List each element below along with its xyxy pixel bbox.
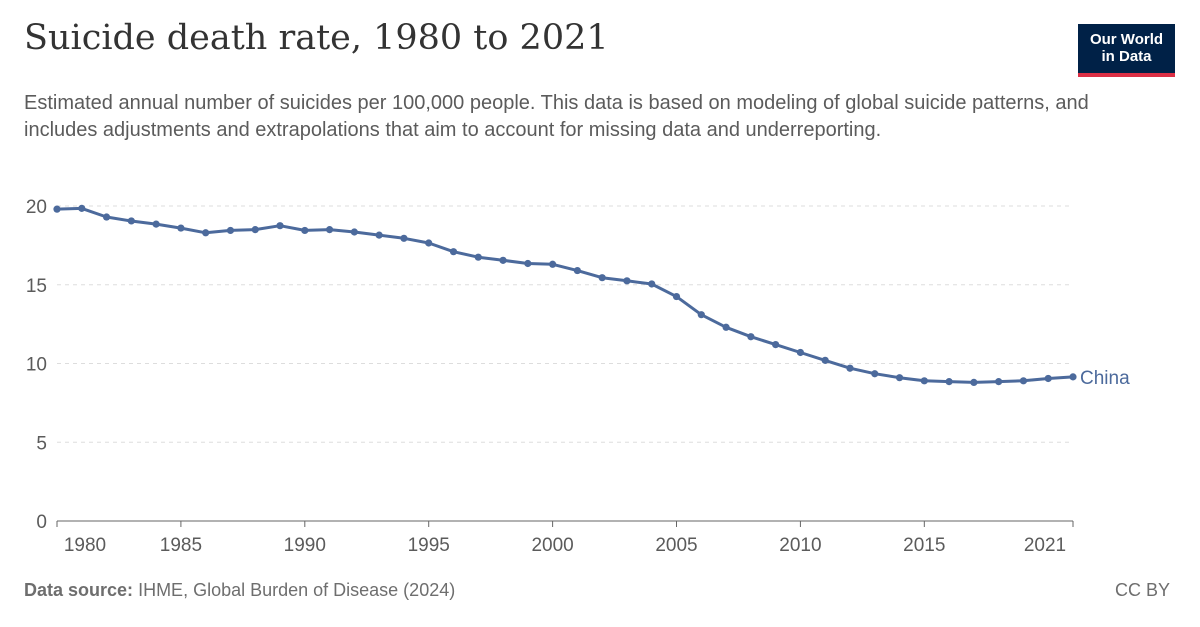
x-tick-label: 1995: [408, 535, 450, 556]
data-point[interactable]: [226, 226, 235, 235]
data-point[interactable]: [871, 370, 879, 378]
data-point[interactable]: [1069, 373, 1077, 381]
x-tick-label: 2010: [779, 535, 821, 556]
data-point[interactable]: [920, 377, 928, 385]
data-point[interactable]: [697, 311, 705, 319]
x-tick-label: 1980: [64, 535, 106, 556]
y-tick-label: 5: [36, 433, 47, 454]
license-link[interactable]: CC BY: [1114, 580, 1170, 600]
data-point[interactable]: [970, 378, 978, 386]
data-point[interactable]: [945, 378, 953, 386]
data-point[interactable]: [78, 204, 86, 212]
data-point[interactable]: [449, 248, 458, 256]
data-point[interactable]: [623, 277, 631, 285]
data-point[interactable]: [202, 229, 210, 237]
logo-line-1: Our World: [1089, 31, 1164, 48]
y-axis: 0 5 10 15 20: [26, 197, 47, 533]
x-tick-label: 1990: [284, 535, 326, 556]
data-point[interactable]: [350, 228, 358, 236]
y-tick-label: 15: [26, 276, 47, 297]
logo-line-2: in Data: [1101, 48, 1152, 65]
data-point[interactable]: [102, 213, 111, 221]
data-point[interactable]: [301, 226, 309, 235]
data-point[interactable]: [648, 280, 656, 288]
data-point[interactable]: [995, 378, 1003, 386]
data-point[interactable]: [177, 224, 185, 232]
data-point[interactable]: [796, 348, 805, 357]
data-point[interactable]: [821, 356, 829, 364]
chart-title: Suicide death rate, 1980 to 2021: [24, 18, 609, 58]
data-point[interactable]: [672, 292, 681, 301]
data-point[interactable]: [325, 226, 334, 234]
data-point[interactable]: [772, 341, 780, 349]
data-point[interactable]: [53, 205, 61, 213]
data-source: Data source: IHME, Global Burden of Dise…: [24, 580, 455, 601]
data-point[interactable]: [598, 274, 606, 282]
data-point[interactable]: [524, 259, 532, 268]
data-point[interactable]: [425, 239, 433, 247]
x-tick-label: 2015: [903, 535, 945, 556]
x-tick-label: 2000: [531, 535, 573, 556]
y-tick-label: 10: [26, 355, 47, 376]
data-point[interactable]: [474, 253, 482, 261]
data-point[interactable]: [251, 226, 259, 234]
data-point[interactable]: [549, 260, 557, 268]
grid-lines: [57, 205, 1073, 443]
data-point[interactable]: [375, 231, 383, 239]
data-point[interactable]: [127, 217, 135, 225]
data-point[interactable]: [1019, 377, 1028, 385]
data-point[interactable]: [1044, 374, 1052, 383]
series-label-china[interactable]: China: [1080, 368, 1130, 389]
series-line-china[interactable]: [56, 206, 1074, 384]
data-point[interactable]: [499, 256, 507, 264]
series-layer: China: [53, 204, 1130, 389]
owid-logo[interactable]: Our World in Data: [1078, 24, 1175, 77]
x-axis: 1980 1985 1990 1995 2000 2005 2010 2015 2021: [56, 520, 1074, 556]
data-point[interactable]: [573, 266, 581, 275]
chart-subtitle: Estimated annual number of suicides per …: [24, 92, 1089, 141]
data-source-text[interactable]: IHME, Global Burden of Disease (2024): [138, 580, 456, 600]
data-source-label: Data source:: [24, 580, 134, 600]
data-point[interactable]: [276, 222, 284, 230]
y-tick-label: 0: [36, 512, 47, 533]
data-point[interactable]: [747, 333, 755, 341]
data-point[interactable]: [895, 374, 904, 382]
data-point[interactable]: [722, 323, 730, 331]
data-point[interactable]: [152, 220, 160, 228]
x-tick-label: 2021: [1024, 535, 1066, 556]
x-tick-label: 1985: [160, 535, 202, 556]
data-point[interactable]: [400, 234, 408, 242]
x-tick-label: 2005: [655, 535, 697, 556]
data-point[interactable]: [846, 364, 854, 372]
y-tick-label: 20: [26, 197, 47, 218]
